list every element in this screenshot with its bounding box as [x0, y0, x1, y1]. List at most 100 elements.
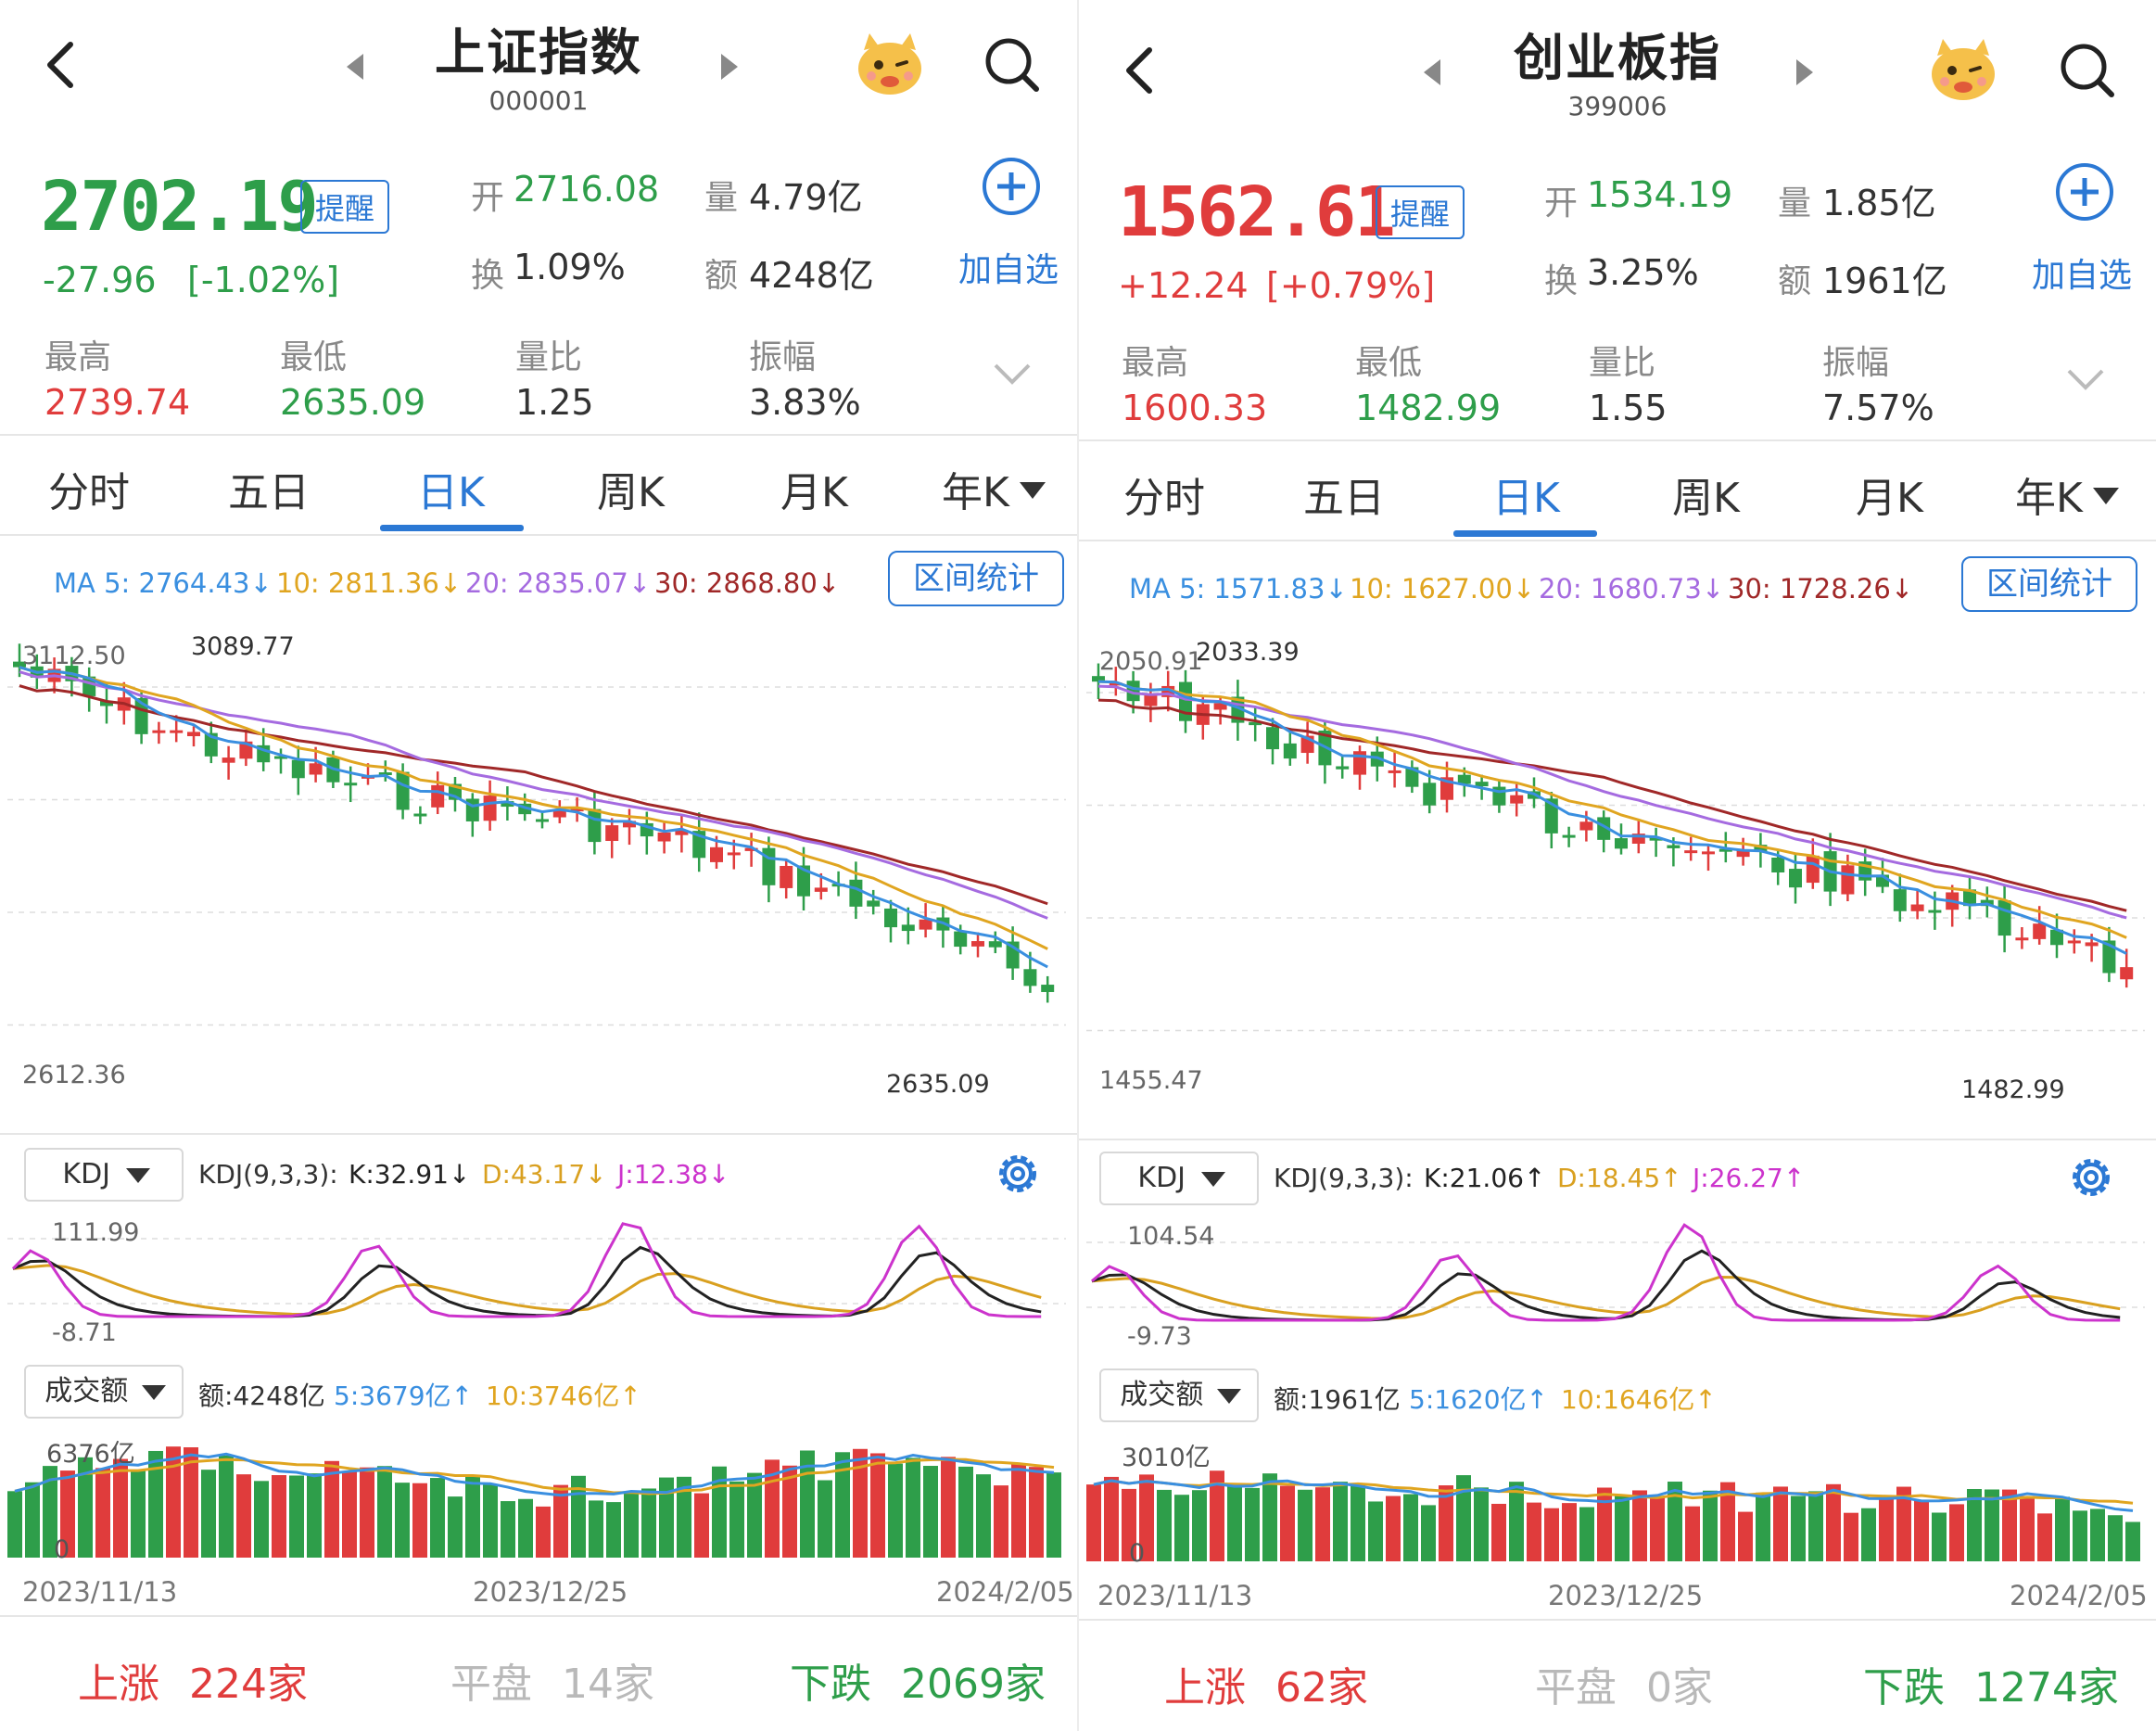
amplitude-value: 7.57% — [1822, 388, 1934, 428]
amount-bar — [113, 1458, 128, 1558]
amount-bar — [958, 1466, 973, 1558]
settings-gear-icon[interactable] — [2063, 1150, 2119, 1205]
kdj-chart: 104.54 -9.73 — [1079, 1215, 2156, 1359]
amount-bar — [289, 1475, 304, 1558]
footer-flat-stat: 平盘 0家 — [1535, 1654, 1713, 1713]
amount-bar — [1262, 1473, 1277, 1561]
candle-body — [570, 808, 584, 812]
candlestick-chart[interactable]: 3112.50 2612.36 3089.77 2635.09 — [0, 612, 1077, 1113]
mascot-icon[interactable] — [1926, 32, 2000, 106]
candle-body — [1023, 969, 1037, 986]
chevron-down-icon[interactable] — [2065, 365, 2106, 393]
dropdown-triangle-icon[interactable] — [2091, 486, 2121, 506]
vol-ratio-label: 量比 — [1589, 344, 1656, 382]
amount-bar — [1333, 1482, 1348, 1561]
amount-bar — [307, 1473, 322, 1558]
amount-bar — [1738, 1511, 1753, 1561]
candle-body — [1893, 889, 1907, 911]
kdj-top-label: 104.54 — [1127, 1222, 1215, 1251]
amount-bar — [1104, 1476, 1119, 1561]
price-change-pct: [-1.02%] — [187, 260, 340, 300]
amount-bar — [430, 1478, 445, 1558]
search-icon[interactable] — [983, 35, 1042, 95]
amount-bar — [994, 1485, 1008, 1558]
kdj-prefix: KDJ(9,3,3): — [1274, 1163, 1414, 1193]
back-icon[interactable] — [37, 37, 83, 93]
range-stats-button[interactable]: 区间统计 — [1961, 556, 2137, 612]
next-arrow-icon[interactable] — [719, 50, 742, 83]
amount-select-label: 成交额 — [1120, 1379, 1204, 1411]
remind-button[interactable]: 提醒 — [1376, 185, 1465, 239]
search-icon[interactable] — [2058, 41, 2117, 100]
candle-body — [1789, 869, 1802, 888]
tab-monthly-k[interactable]: 月K — [1856, 475, 1923, 522]
amount-bar — [501, 1501, 515, 1558]
prev-arrow-icon[interactable] — [343, 50, 365, 83]
next-arrow-icon[interactable] — [1795, 56, 1817, 89]
candle-body — [971, 941, 984, 947]
footer-down-stat: 下跌 2069家 — [790, 1650, 1046, 1710]
amount-bar — [1245, 1487, 1260, 1561]
amount-bar — [571, 1475, 586, 1558]
amount-select-label: 成交额 — [44, 1375, 129, 1407]
add-watchlist-label[interactable]: 加自选 — [2032, 257, 2133, 295]
add-circle-icon[interactable] — [2054, 161, 2115, 223]
candle-body — [1213, 703, 1227, 710]
kdj-select[interactable]: KDJ — [1099, 1152, 1259, 1205]
tab-daily-k[interactable]: 日K — [1492, 475, 1560, 522]
price-change: +12.24 — [1118, 265, 1249, 306]
up-count: 62家 — [1275, 1664, 1368, 1712]
amount-bar — [1421, 1505, 1436, 1561]
kdj-select[interactable]: KDJ — [24, 1148, 184, 1202]
amount-bar — [1011, 1463, 1026, 1558]
tab-yearly-k[interactable]: 年K — [942, 469, 1009, 516]
remind-button[interactable]: 提醒 — [300, 180, 390, 234]
amount-bar — [1086, 1484, 1101, 1561]
amount-bar — [1896, 1486, 1911, 1561]
low-value: 2635.09 — [280, 382, 426, 423]
amount-bar — [1932, 1512, 1947, 1561]
ma5-legend: MA 5: 2764.43↓ — [54, 567, 273, 599]
amount-bar — [1949, 1504, 1964, 1561]
candle-body — [2050, 929, 2063, 946]
tab-monthly-k[interactable]: 月K — [780, 469, 848, 516]
amount-select[interactable]: 成交额 — [1099, 1368, 1259, 1422]
candle-body — [170, 730, 184, 733]
back-icon[interactable] — [1116, 43, 1162, 98]
range-stats-button[interactable]: 区间统计 — [888, 551, 1064, 606]
candle-body — [901, 924, 915, 932]
ma5-legend: MA 5: 1571.83↓ — [1129, 573, 1348, 605]
next-arrow-glyph — [721, 54, 738, 80]
tab-weekly-k[interactable]: 周K — [1672, 475, 1740, 522]
dropdown-triangle-icon[interactable] — [1018, 480, 1047, 501]
candlestick-chart[interactable]: 2050.91 1455.47 2033.39 1482.99 — [1079, 617, 2156, 1118]
candle-body — [1041, 985, 1055, 992]
settings-gear-icon[interactable] — [990, 1146, 1046, 1202]
candle-body — [744, 847, 758, 851]
prev-arrow-icon[interactable] — [1420, 56, 1442, 89]
tab-daily-k[interactable]: 日K — [417, 469, 485, 516]
amount-bar — [1597, 1487, 1612, 1561]
candle-body — [1963, 889, 1976, 907]
amount-chart: 3010亿 0 — [1079, 1432, 2156, 1575]
open-label: 开 — [1544, 185, 1579, 223]
dropdown-triangle-icon — [125, 1168, 150, 1183]
add-watchlist-label[interactable]: 加自选 — [958, 251, 1059, 289]
tab-weekly-k[interactable]: 周K — [597, 469, 665, 516]
amount-today: 额:4248亿 — [198, 1381, 325, 1411]
tab-yearly-k[interactable]: 年K — [2015, 475, 2083, 522]
high-value: 2739.74 — [44, 382, 191, 423]
open-value: 2716.08 — [514, 169, 660, 210]
amount-bar — [1650, 1496, 1665, 1561]
tab-five-day[interactable]: 五日 — [1303, 475, 1385, 522]
mascot-icon[interactable] — [853, 26, 927, 100]
chevron-down-icon[interactable] — [992, 360, 1033, 388]
amount-bar — [853, 1448, 868, 1558]
tab-five-day[interactable]: 五日 — [228, 469, 310, 516]
amount-select[interactable]: 成交额 — [24, 1365, 184, 1419]
tab-intraday[interactable]: 分时 — [48, 469, 130, 516]
ma10-line — [19, 666, 1048, 950]
tab-intraday[interactable]: 分时 — [1123, 475, 1205, 522]
index-code: 000001 — [488, 85, 589, 116]
add-circle-icon[interactable] — [981, 156, 1042, 217]
